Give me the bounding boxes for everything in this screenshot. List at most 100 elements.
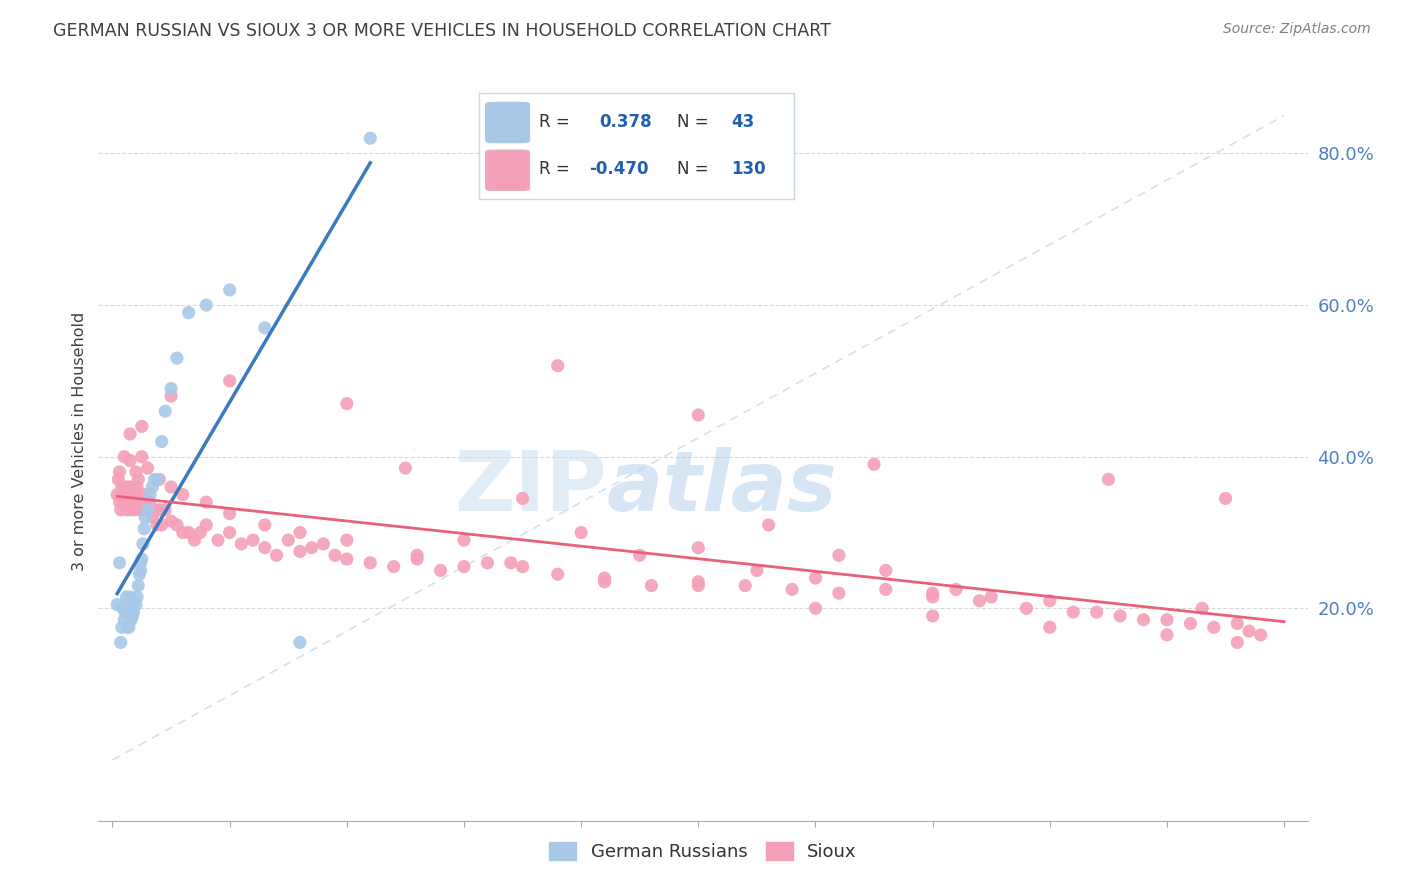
Point <box>569 525 592 540</box>
Point <box>804 601 827 615</box>
Point <box>127 480 149 494</box>
Point <box>172 525 194 540</box>
Point <box>139 487 162 501</box>
Point <box>124 594 146 608</box>
Point <box>110 503 132 517</box>
Point <box>336 552 359 566</box>
Point <box>253 517 276 532</box>
Text: atlas: atlas <box>606 447 837 527</box>
Point <box>382 559 405 574</box>
Point <box>107 473 129 487</box>
Point <box>136 461 159 475</box>
Point <box>593 571 616 585</box>
Point <box>453 533 475 548</box>
Point <box>1039 620 1062 634</box>
Point <box>828 586 851 600</box>
Point <box>112 487 135 501</box>
Point <box>120 453 141 467</box>
Point <box>177 525 200 540</box>
Point <box>1015 601 1038 615</box>
Point <box>112 601 135 615</box>
Point <box>406 548 429 563</box>
Point <box>218 283 240 297</box>
Point <box>117 605 139 619</box>
Point <box>131 552 153 566</box>
Point <box>146 473 169 487</box>
Point <box>132 537 155 551</box>
Point <box>1109 609 1132 624</box>
Point <box>110 635 132 649</box>
Point <box>242 533 264 548</box>
Point <box>288 635 311 649</box>
Point <box>969 594 991 608</box>
Point <box>1085 605 1108 619</box>
Point <box>1237 624 1260 639</box>
Point <box>134 510 156 524</box>
Point <box>129 564 152 578</box>
Point <box>129 556 152 570</box>
Point <box>128 503 150 517</box>
Point <box>593 574 616 589</box>
Point <box>112 613 135 627</box>
Point <box>628 548 651 563</box>
Point <box>134 495 156 509</box>
Point <box>359 556 381 570</box>
Point <box>127 579 149 593</box>
Point <box>124 495 146 509</box>
Point <box>253 321 276 335</box>
Point <box>143 503 166 517</box>
Point <box>1226 635 1249 649</box>
Point <box>336 533 359 548</box>
Point <box>207 533 229 548</box>
Point <box>945 582 967 597</box>
Point <box>117 495 139 509</box>
Point <box>114 480 136 494</box>
Point <box>828 548 851 563</box>
Point <box>118 480 141 494</box>
Point <box>195 298 218 312</box>
Point <box>111 480 134 494</box>
Point <box>120 605 141 619</box>
Point <box>512 491 534 506</box>
Point <box>121 609 143 624</box>
Text: Source: ZipAtlas.com: Source: ZipAtlas.com <box>1223 22 1371 37</box>
Point <box>141 510 163 524</box>
Point <box>429 564 451 578</box>
Point <box>120 491 142 506</box>
Point <box>394 461 416 475</box>
Point <box>172 487 194 501</box>
Point <box>121 480 143 494</box>
Point <box>547 567 569 582</box>
Point <box>177 305 200 319</box>
Point <box>1202 620 1225 634</box>
Point <box>120 503 141 517</box>
Point <box>453 559 475 574</box>
Point <box>132 503 155 517</box>
Point <box>120 601 142 615</box>
Point <box>127 590 149 604</box>
Point <box>160 480 183 494</box>
Point <box>118 620 141 634</box>
Point <box>105 487 128 501</box>
Point <box>112 495 135 509</box>
Point <box>921 609 943 624</box>
Legend: German Russians, Sioux: German Russians, Sioux <box>543 835 863 869</box>
Point <box>146 517 169 532</box>
Point <box>108 495 131 509</box>
Point <box>148 473 170 487</box>
Point <box>1097 473 1119 487</box>
Point <box>195 517 218 532</box>
Point <box>120 487 141 501</box>
Point <box>477 556 499 570</box>
Point <box>406 552 429 566</box>
Point <box>875 564 897 578</box>
Point <box>183 533 205 548</box>
Point <box>148 503 170 517</box>
Point <box>108 465 131 479</box>
Point <box>688 408 710 422</box>
Point <box>1180 616 1202 631</box>
Point <box>160 514 183 528</box>
Point <box>218 507 240 521</box>
Point <box>160 382 183 396</box>
Point <box>150 517 173 532</box>
